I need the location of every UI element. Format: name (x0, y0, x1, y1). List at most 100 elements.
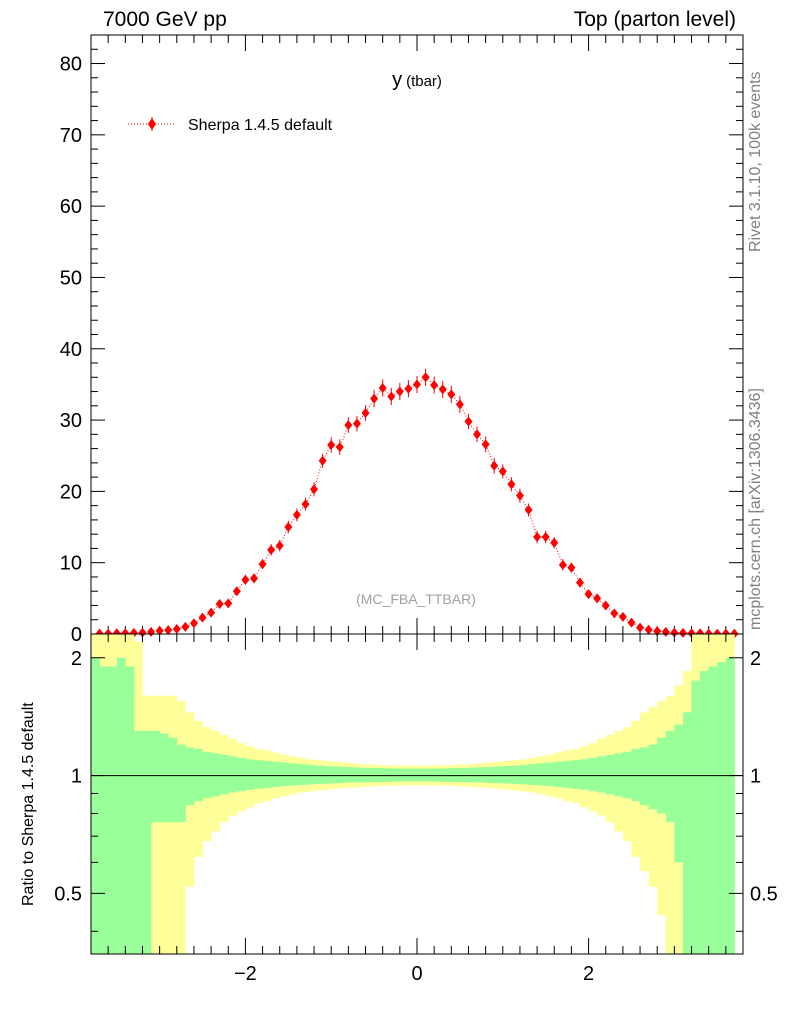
band-green-bin (485, 766, 495, 783)
band-green-bin (245, 759, 255, 790)
band-green-bin (133, 730, 143, 954)
band-green-bin (502, 765, 512, 784)
data-point (670, 627, 679, 638)
band-green-bin (477, 767, 487, 783)
band-green-bin (262, 760, 272, 788)
data-point (250, 573, 258, 584)
band-green-bin (271, 761, 281, 787)
ratio-y-tick-label: 2 (71, 648, 82, 670)
band-green-bin (631, 748, 641, 802)
band-green-bin (554, 761, 564, 787)
data-point (155, 625, 164, 636)
band-green-bin (700, 671, 710, 954)
data-point (318, 455, 327, 466)
y-tick-label: 60 (60, 196, 82, 218)
x-tick-label: −2 (234, 963, 257, 985)
band-green-bin (279, 762, 289, 787)
data-point (438, 384, 447, 395)
band-green-bin (588, 757, 598, 792)
band-green-bin (494, 766, 504, 784)
data-point (413, 379, 421, 390)
main-ticks: 0 10 20 30 40 50 60 70 80 (60, 34, 744, 646)
band-green-bin (296, 764, 306, 785)
data-point (310, 484, 319, 495)
band-green-bin (674, 724, 684, 863)
band-green-bin (682, 712, 692, 954)
data-point (601, 600, 610, 611)
data-point (636, 622, 645, 633)
data-point (507, 479, 516, 490)
data-point (284, 522, 293, 533)
band-yellow-bin (159, 695, 169, 954)
ratio-ticks: 0.5 0.5 1 1 2 2 −2 0 2 (54, 634, 778, 985)
data-point (524, 504, 533, 515)
band-green-bin (580, 759, 589, 790)
y-tick-label: 30 (60, 410, 82, 432)
data-point (490, 460, 499, 471)
band-green-bin (142, 730, 152, 954)
y-tick-label: 80 (60, 54, 82, 76)
x-tick-label: 2 (583, 963, 594, 985)
band-green-bin (571, 760, 581, 789)
band-green-bin (665, 730, 675, 823)
data-point (533, 532, 542, 543)
band-green-bin (417, 768, 426, 782)
data-point (498, 466, 507, 477)
band-green-bin (288, 763, 298, 786)
band-green-bin (348, 767, 358, 783)
header-left: 7000 GeV pp (103, 8, 227, 31)
ratio-y-tick-label: 1 (71, 766, 82, 788)
data-point (627, 617, 636, 628)
band-green-bin (202, 751, 212, 799)
data-point (455, 399, 464, 410)
band-green-bin (708, 666, 718, 954)
y-tick-label: 20 (60, 481, 82, 503)
band-green-bin (374, 768, 384, 782)
band-green-bin (91, 657, 100, 954)
plot-title: y (tbar) (392, 69, 442, 91)
ratio-y-tick-label-right: 0.5 (750, 883, 778, 905)
ratio-bands (91, 634, 735, 954)
band-green-bin (434, 768, 444, 782)
data-point (301, 499, 310, 510)
data-point (378, 382, 387, 393)
data-point (593, 593, 602, 604)
legend-label: Sherpa 1.4.5 default (188, 117, 333, 134)
data-point (481, 439, 490, 450)
band-green-bin (168, 737, 178, 823)
band-green-bin (305, 764, 315, 785)
data-point (189, 618, 198, 629)
band-green-bin (116, 657, 126, 954)
data-point (576, 577, 584, 588)
data-point (147, 626, 156, 637)
band-green-bin (382, 768, 392, 782)
data-point (181, 621, 190, 632)
band-green-bin (640, 747, 650, 806)
ratio-y-tick-label: 0.5 (54, 883, 82, 905)
band-green-bin (193, 748, 203, 802)
data-point (361, 407, 370, 418)
band-green-bin (219, 754, 229, 795)
data-point (335, 442, 344, 453)
data-point (473, 429, 482, 440)
band-green-bin (322, 765, 332, 784)
legend: Sherpa 1.4.5 default (128, 117, 333, 134)
y-tick-label: 0 (71, 624, 82, 646)
data-point (618, 611, 627, 622)
band-green-bin (185, 747, 195, 806)
band-green-bin (99, 666, 109, 954)
band-green-bin (176, 744, 186, 823)
band-green-bin (648, 744, 658, 810)
data-point (558, 559, 567, 570)
band-green-bin (425, 768, 435, 782)
data-point (267, 544, 276, 555)
band-green-bin (228, 756, 238, 793)
data-point (661, 626, 670, 637)
data-point (464, 416, 473, 427)
data-point (404, 383, 413, 394)
data-point (550, 537, 559, 548)
band-green-bin (339, 766, 349, 783)
plot-title-main: y (392, 69, 402, 91)
ratio-y-tick-label-right: 2 (750, 648, 761, 670)
